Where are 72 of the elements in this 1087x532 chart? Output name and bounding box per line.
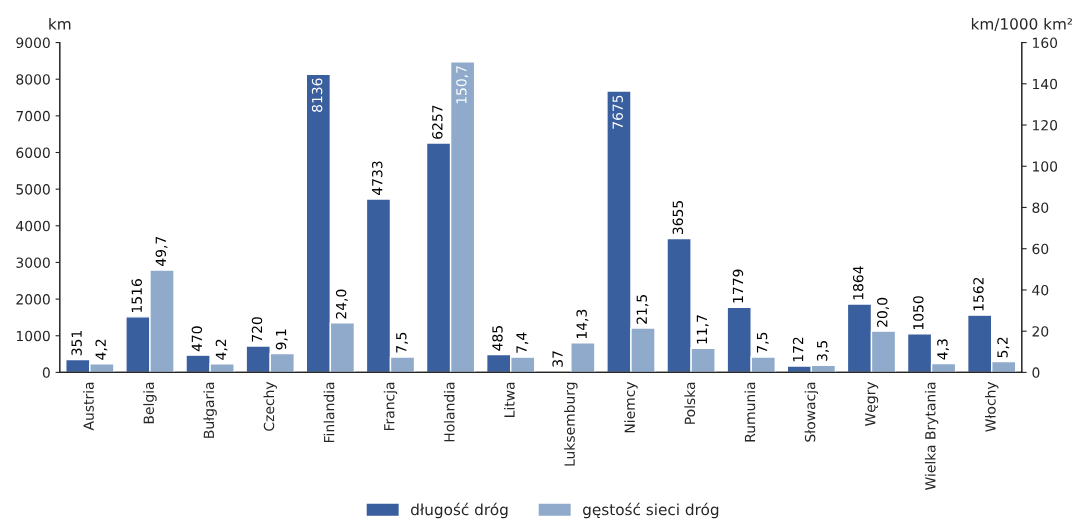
- data-label: 24,0: [335, 289, 348, 319]
- data-label: 172: [792, 337, 804, 362]
- data-label: 3655: [672, 201, 684, 235]
- data-label: 5,2: [997, 337, 1010, 358]
- x-tick-label: Holandia: [443, 382, 455, 442]
- y-tick-label: 3000: [16, 257, 50, 268]
- data-label: 1864: [852, 266, 864, 300]
- data-label: 1516: [131, 279, 142, 313]
- y-tick-label: 7000: [16, 110, 50, 122]
- legend-label: długość dróg: [411, 502, 508, 519]
- y-tick-label: 6000: [16, 147, 50, 158]
- data-label: 8136: [311, 78, 323, 112]
- data-label: 7675: [612, 95, 623, 129]
- data-label: 11,7: [696, 315, 709, 344]
- y2-tick-label: 40: [1032, 284, 1049, 296]
- data-label: 6257: [432, 105, 443, 139]
- data-label: 1562: [973, 277, 984, 311]
- y2-tick-label: 140: [1033, 78, 1058, 90]
- y-tick-label: 0: [42, 367, 50, 378]
- x-tick-label: Austria: [83, 382, 94, 431]
- data-label: 470: [191, 326, 203, 352]
- data-label: 21,5: [636, 295, 649, 324]
- x-tick-label: Bułgaria: [203, 382, 217, 438]
- data-label: 351: [71, 331, 82, 356]
- data-label: 150,7: [456, 66, 469, 104]
- y-tick-label: 8000: [16, 74, 50, 85]
- data-label: 7,4: [516, 332, 529, 353]
- x-tick-label: Włochy: [985, 381, 999, 432]
- y-tick-label: 1000: [16, 330, 50, 342]
- data-label: 14,3: [576, 309, 589, 339]
- data-label: 7,5: [756, 332, 769, 353]
- x-tick-label: Francja: [383, 382, 398, 431]
- y2-axis-title: km/1000 km²: [971, 17, 1073, 31]
- y-tick-label: 9000: [16, 37, 50, 49]
- data-label: 4,2: [215, 339, 228, 360]
- x-tick-label: Węgry: [865, 381, 879, 426]
- data-label: 9,1: [275, 329, 288, 350]
- data-label: 4733: [371, 161, 383, 195]
- data-label: 4,3: [937, 339, 950, 360]
- y2-tick-label: 120: [1033, 119, 1058, 131]
- y2-tick-label: 100: [1033, 161, 1058, 172]
- data-label: 4,2: [95, 339, 108, 360]
- y-tick-label: 5000: [16, 184, 50, 195]
- data-label: 7,5: [396, 332, 408, 353]
- data-label: 720: [251, 317, 263, 342]
- data-label: 1779: [732, 269, 744, 303]
- x-tick-label: Czechy: [263, 381, 277, 431]
- bar: [570, 342, 596, 373]
- x-tick-label: Niemcy: [624, 381, 638, 433]
- y-tick-label: 4000: [16, 220, 50, 232]
- x-tick-label: Polska: [684, 382, 696, 424]
- data-label: 20,0: [877, 297, 889, 327]
- x-tick-label: Luksemburg: [564, 382, 578, 466]
- data-label: 1050: [913, 296, 924, 330]
- x-tick-label: Rumunia: [744, 382, 756, 442]
- x-tick-label: Belgia: [143, 382, 157, 424]
- y2-tick-label: 60: [1032, 243, 1049, 255]
- x-tick-label: Litwa: [504, 382, 515, 417]
- legend-label: gęstość sieci dróg: [583, 502, 719, 519]
- x-tick-label: Słowacja: [804, 382, 819, 442]
- data-label: 3,5: [816, 341, 829, 361]
- y-axis-title: km: [49, 17, 71, 30]
- data-label: 37: [552, 351, 563, 367]
- data-label: 485: [492, 326, 503, 351]
- x-tick-label: Wielka Brytania: [924, 382, 939, 490]
- data-label: 49,7: [155, 236, 168, 266]
- y2-tick-label: 0: [1032, 367, 1040, 378]
- y2-tick-label: 80: [1032, 202, 1049, 213]
- y2-tick-label: 20: [1032, 326, 1049, 337]
- y2-tick-label: 160: [1033, 37, 1058, 49]
- x-tick-label: Finlandia: [323, 382, 335, 443]
- y-tick-label: 2000: [16, 294, 50, 305]
